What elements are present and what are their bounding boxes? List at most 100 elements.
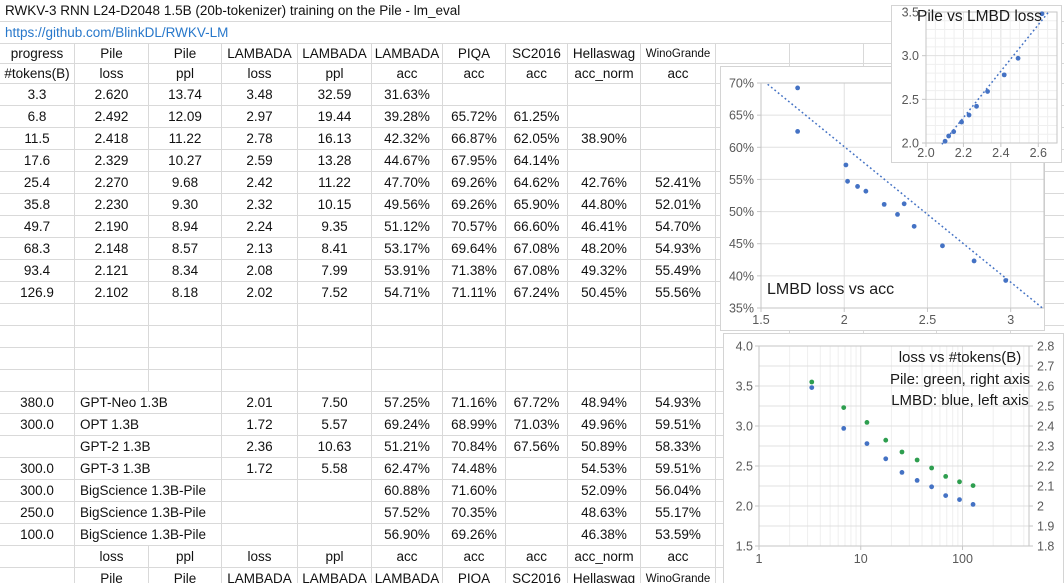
- table-cell[interactable]: 42.32%: [372, 128, 443, 150]
- footer-label[interactable]: acc: [443, 546, 506, 568]
- table-cell[interactable]: 67.56%: [506, 436, 568, 458]
- table-cell[interactable]: 56.90%: [372, 524, 443, 546]
- table-cell[interactable]: 126.9: [0, 282, 75, 304]
- table-cell[interactable]: 3.3: [0, 84, 75, 106]
- cell[interactable]: [443, 370, 506, 392]
- table-cell[interactable]: 64.62%: [506, 172, 568, 194]
- model-name-cell[interactable]: GPT-Neo 1.3B: [75, 392, 222, 414]
- table-cell[interactable]: 2.02: [222, 282, 298, 304]
- table-cell[interactable]: 57.25%: [372, 392, 443, 414]
- table-cell[interactable]: 71.38%: [443, 260, 506, 282]
- sheet-title[interactable]: RWKV-3 RNN L24-D2048 1.5B (20b-tokenizer…: [0, 0, 1064, 22]
- cell[interactable]: [75, 304, 149, 326]
- cell[interactable]: [222, 348, 298, 370]
- cell[interactable]: [568, 326, 641, 348]
- footer-label[interactable]: acc: [641, 546, 716, 568]
- table-cell[interactable]: 2.102: [75, 282, 149, 304]
- cell[interactable]: [506, 304, 568, 326]
- table-cell[interactable]: 2.148: [75, 238, 149, 260]
- footer-label[interactable]: LAMBADA: [222, 568, 298, 583]
- cell[interactable]: [0, 326, 75, 348]
- table-cell[interactable]: 19.44: [298, 106, 372, 128]
- column-header[interactable]: acc: [506, 64, 568, 84]
- column-header[interactable]: Pile: [75, 44, 149, 64]
- cell[interactable]: [0, 304, 75, 326]
- chart-loss-vs-tokens[interactable]: 1 10 100 1.5 2.0 2.5 3.0 3.5 4.0 1.8 1.9 2 2.1 2.2 2.3…: [723, 333, 1064, 583]
- table-cell[interactable]: 66.87%: [443, 128, 506, 150]
- table-cell[interactable]: 69.26%: [443, 172, 506, 194]
- table-cell[interactable]: 38.90%: [568, 128, 641, 150]
- table-cell[interactable]: 50.45%: [568, 282, 641, 304]
- table-cell[interactable]: 70.84%: [443, 436, 506, 458]
- table-cell[interactable]: 67.08%: [506, 238, 568, 260]
- chart-pile-vs-lmbd-loss[interactable]: 2.0 2.2 2.4 2.6 2.0 2.5 3.0 3.5 Pile vs LMBD lo…: [891, 5, 1062, 163]
- cell[interactable]: [372, 370, 443, 392]
- cell[interactable]: [298, 304, 372, 326]
- table-cell[interactable]: 69.24%: [372, 414, 443, 436]
- table-cell[interactable]: 250.0: [0, 502, 75, 524]
- table-cell[interactable]: 54.70%: [641, 216, 716, 238]
- table-cell[interactable]: [506, 502, 568, 524]
- table-cell[interactable]: 13.28: [298, 150, 372, 172]
- table-cell[interactable]: 59.51%: [641, 458, 716, 480]
- cell[interactable]: [790, 44, 864, 64]
- cell[interactable]: [443, 326, 506, 348]
- footer-label[interactable]: acc: [506, 546, 568, 568]
- table-cell[interactable]: [641, 150, 716, 172]
- table-cell[interactable]: [568, 84, 641, 106]
- table-cell[interactable]: 60.88%: [372, 480, 443, 502]
- table-cell[interactable]: 48.20%: [568, 238, 641, 260]
- table-cell[interactable]: 71.11%: [443, 282, 506, 304]
- github-link[interactable]: https://github.com/BlinkDL/RWKV-LM: [0, 22, 1064, 44]
- table-cell[interactable]: 67.95%: [443, 150, 506, 172]
- table-cell[interactable]: 57.52%: [372, 502, 443, 524]
- table-cell[interactable]: 65.90%: [506, 194, 568, 216]
- cell[interactable]: [298, 370, 372, 392]
- table-cell[interactable]: 6.8: [0, 106, 75, 128]
- table-cell[interactable]: [506, 524, 568, 546]
- table-cell[interactable]: 54.93%: [641, 392, 716, 414]
- footer-label[interactable]: Pile: [75, 568, 149, 583]
- table-cell[interactable]: 2.78: [222, 128, 298, 150]
- column-header[interactable]: #tokens(B): [0, 64, 75, 84]
- table-cell[interactable]: [222, 480, 298, 502]
- table-cell[interactable]: [443, 84, 506, 106]
- table-cell[interactable]: 9.68: [149, 172, 222, 194]
- table-cell[interactable]: 53.17%: [372, 238, 443, 260]
- cell[interactable]: [372, 304, 443, 326]
- table-cell[interactable]: 8.94: [149, 216, 222, 238]
- table-cell[interactable]: 11.22: [149, 128, 222, 150]
- cell[interactable]: [641, 326, 716, 348]
- table-cell[interactable]: 44.80%: [568, 194, 641, 216]
- table-cell[interactable]: 5.58: [298, 458, 372, 480]
- table-cell[interactable]: 2.418: [75, 128, 149, 150]
- table-cell[interactable]: 9.30: [149, 194, 222, 216]
- cell[interactable]: [222, 326, 298, 348]
- column-header[interactable]: loss: [75, 64, 149, 84]
- table-cell[interactable]: 2.42: [222, 172, 298, 194]
- footer-label[interactable]: [0, 568, 75, 583]
- cell[interactable]: [372, 348, 443, 370]
- model-name-cell[interactable]: BigScience 1.3B-Pile: [75, 524, 222, 546]
- table-cell[interactable]: [298, 524, 372, 546]
- table-cell[interactable]: 10.63: [298, 436, 372, 458]
- table-cell[interactable]: [506, 480, 568, 502]
- table-cell[interactable]: 2.36: [222, 436, 298, 458]
- table-cell[interactable]: 2.24: [222, 216, 298, 238]
- table-cell[interactable]: 62.05%: [506, 128, 568, 150]
- column-header[interactable]: ppl: [298, 64, 372, 84]
- cell[interactable]: [149, 370, 222, 392]
- table-cell[interactable]: 2.492: [75, 106, 149, 128]
- table-cell[interactable]: 46.38%: [568, 524, 641, 546]
- footer-label[interactable]: loss: [222, 546, 298, 568]
- table-cell[interactable]: 11.5: [0, 128, 75, 150]
- footer-label[interactable]: loss: [75, 546, 149, 568]
- column-header[interactable]: LAMBADA: [222, 44, 298, 64]
- column-header[interactable]: acc: [443, 64, 506, 84]
- table-cell[interactable]: 2.13: [222, 238, 298, 260]
- table-cell[interactable]: [568, 150, 641, 172]
- table-cell[interactable]: [568, 106, 641, 128]
- table-cell[interactable]: 1.72: [222, 458, 298, 480]
- table-cell[interactable]: 8.34: [149, 260, 222, 282]
- table-cell[interactable]: 8.18: [149, 282, 222, 304]
